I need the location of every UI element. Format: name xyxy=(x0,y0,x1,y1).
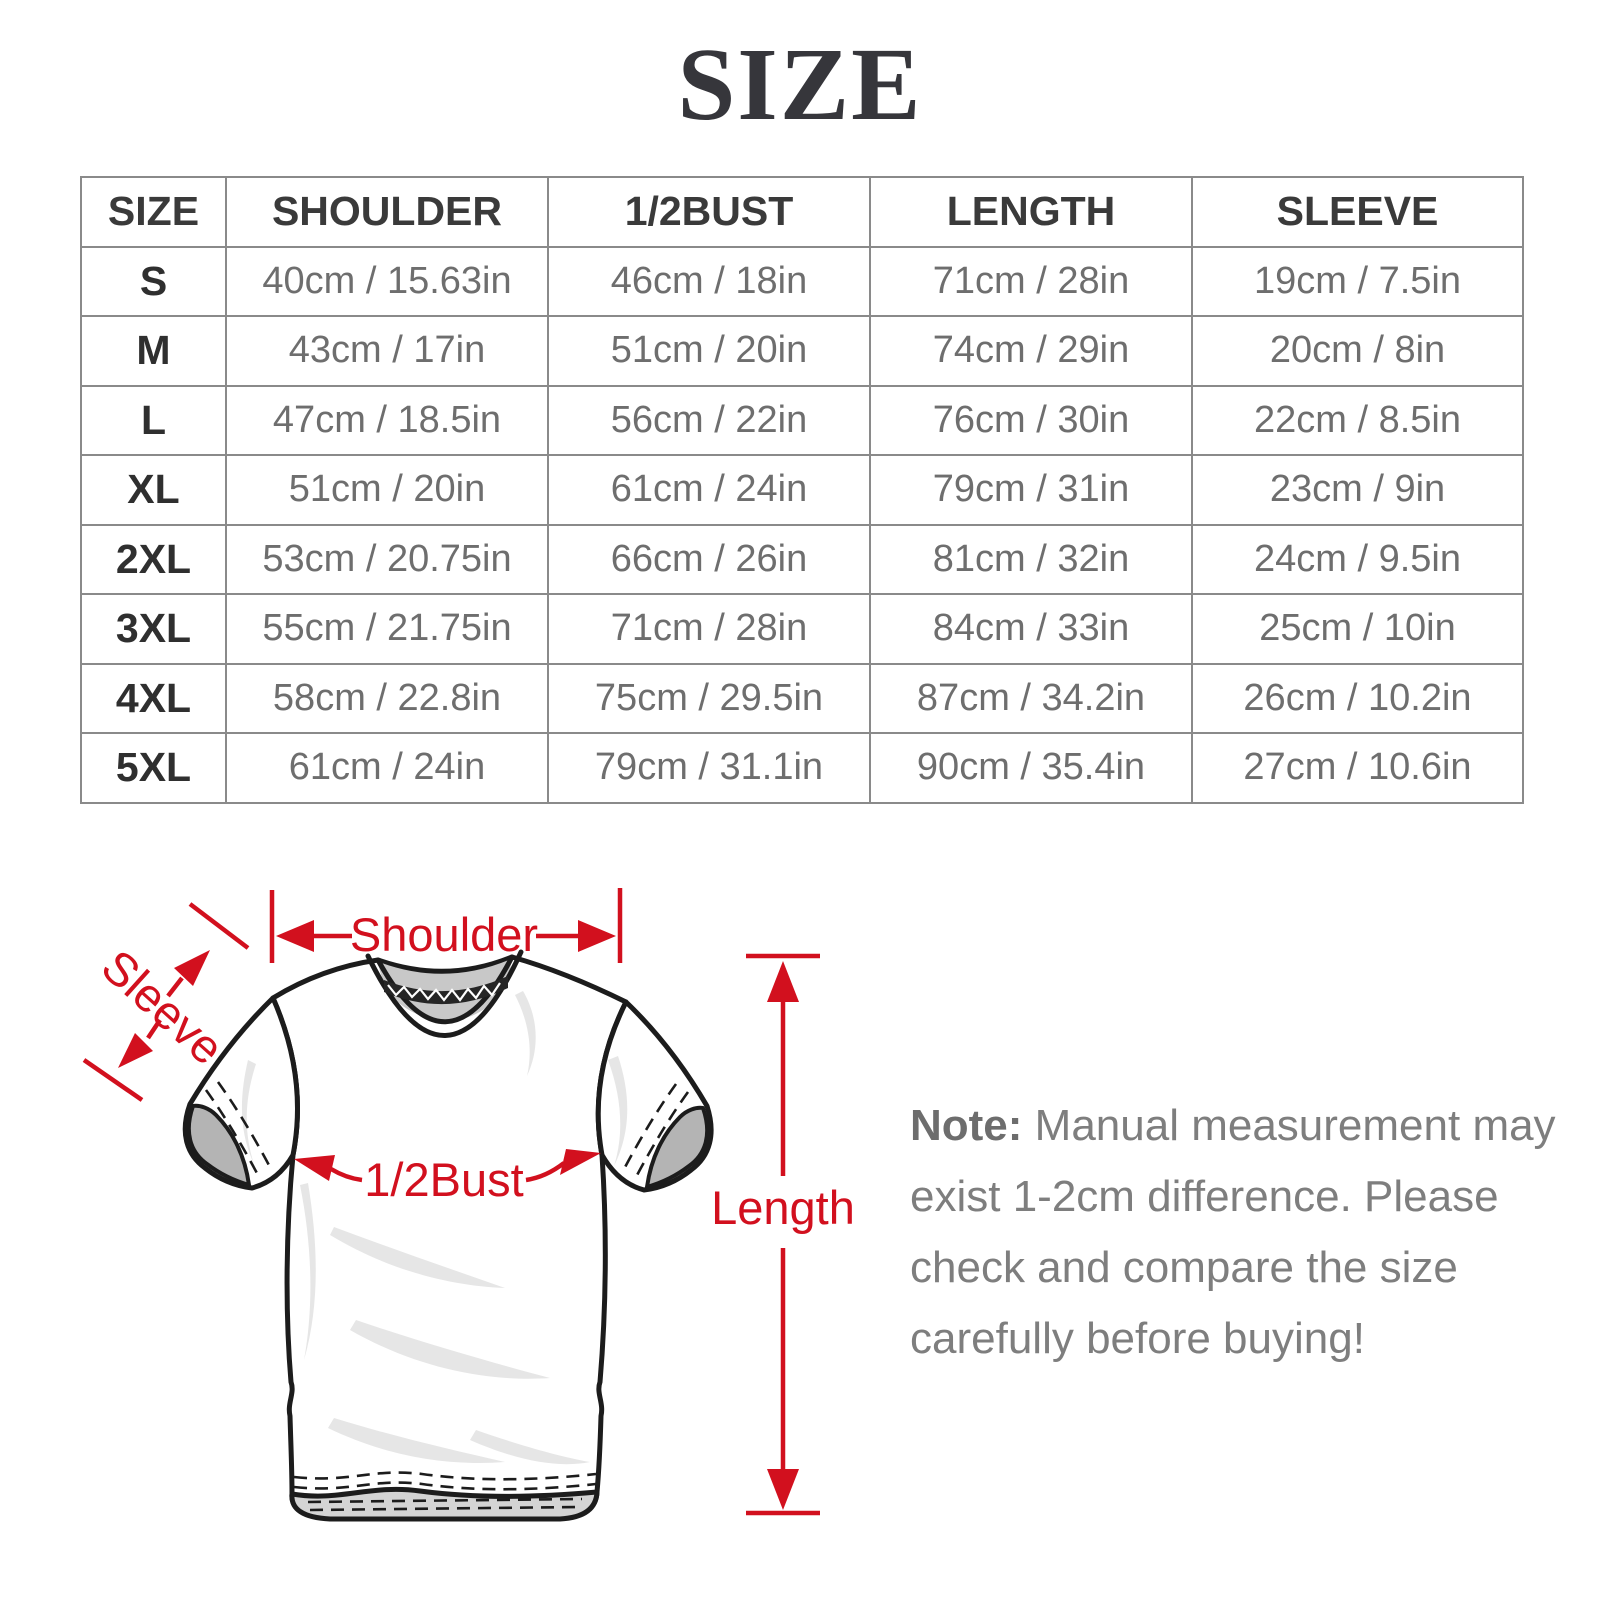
measurement-cell: 81cm / 32in xyxy=(869,523,1193,595)
table-row-l: L 47cm / 18.5in 56cm / 22in 76cm / 30in … xyxy=(80,384,1524,456)
measurement-cell: 46cm / 18in xyxy=(547,245,871,317)
size-label-cell: XL xyxy=(80,454,227,526)
measurement-cell: 51cm / 20in xyxy=(225,454,549,526)
column-header-bust: 1/2BUST xyxy=(547,176,871,248)
measurement-cell: 23cm / 9in xyxy=(1191,454,1524,526)
note-line: exist 1-2cm difference. Please xyxy=(910,1172,1499,1221)
measurement-cell: 53cm / 20.75in xyxy=(225,523,549,595)
table-header-row: SIZE SHOULDER 1/2BUST LENGTH SLEEVE xyxy=(80,176,1524,248)
measurement-cell: 24cm / 9.5in xyxy=(1191,523,1524,595)
tshirt-body xyxy=(270,954,629,1521)
size-label-cell: 5XL xyxy=(80,732,227,804)
tshirt-diagram: Shoulder Sleeve 1/2Bust xyxy=(82,888,855,1522)
note-line: carefully before buying! xyxy=(910,1314,1365,1363)
hem xyxy=(289,1471,600,1522)
note-prefix: Note: xyxy=(910,1101,1023,1150)
column-header-length: LENGTH xyxy=(869,176,1193,248)
left-cuff-inside xyxy=(186,1103,251,1187)
size-label-cell: L xyxy=(80,384,227,456)
measurement-cell: 66cm / 26in xyxy=(547,523,871,595)
collar-zigzag-stitch xyxy=(387,982,501,1002)
page-title: SIZE xyxy=(677,27,923,142)
measurement-cell: 71cm / 28in xyxy=(869,245,1193,317)
measurement-cell: 75cm / 29.5in xyxy=(547,662,871,734)
length-label: Length xyxy=(711,1181,855,1234)
measurement-cell: 90cm / 35.4in xyxy=(869,732,1193,804)
measurement-cell: 40cm / 15.63in xyxy=(225,245,549,317)
measurement-cell: 71cm / 28in xyxy=(547,593,871,665)
shoulder-measure-arrow: Shoulder xyxy=(269,888,623,963)
table-row-4xl: 4XL 58cm / 22.8in 75cm / 29.5in 87cm / 3… xyxy=(80,662,1524,734)
measurement-cell: 20cm / 8in xyxy=(1191,315,1524,387)
measurement-cell: 27cm / 10.6in xyxy=(1191,732,1524,804)
size-label-cell: S xyxy=(80,245,227,317)
column-header-shoulder: SHOULDER xyxy=(225,176,549,248)
measurement-cell: 51cm / 20in xyxy=(547,315,871,387)
tshirt-illustration xyxy=(182,949,714,1522)
measurement-cell: 43cm / 17in xyxy=(225,315,549,387)
measurement-cell: 76cm / 30in xyxy=(869,384,1193,456)
note-line: check and compare the size xyxy=(910,1243,1458,1292)
note-line: Note: Manual measurement may xyxy=(910,1101,1556,1150)
length-measure-arrow: Length xyxy=(711,953,855,1516)
measurement-cell: 61cm / 24in xyxy=(547,454,871,526)
bust-measure-arrow: 1/2Bust xyxy=(294,1149,601,1206)
measurement-cell: 61cm / 24in xyxy=(225,732,549,804)
left-cuff xyxy=(186,1081,273,1187)
measurement-cell: 56cm / 22in xyxy=(547,384,871,456)
collar xyxy=(365,949,524,1038)
column-header-sleeve: SLEEVE xyxy=(1191,176,1524,248)
measurement-cell: 79cm / 31.1in xyxy=(547,732,871,804)
sleeve-label: Sleeve xyxy=(92,939,234,1075)
measurement-note: Note: Manual measurement may exist 1-2cm… xyxy=(910,1090,1560,1374)
measurement-cell: 47cm / 18.5in xyxy=(225,384,549,456)
table-row-2xl: 2XL 53cm / 20.75in 66cm / 26in 81cm / 32… xyxy=(80,523,1524,595)
table-row-5xl: 5XL 61cm / 24in 79cm / 31.1in 90cm / 35.… xyxy=(80,732,1524,804)
fabric-wrinkles xyxy=(241,991,628,1465)
table-row-s: S 40cm / 15.63in 46cm / 18in 71cm / 28in… xyxy=(80,245,1524,317)
shoulder-label: Shoulder xyxy=(350,908,538,961)
table-row-3xl: 3XL 55cm / 21.75in 71cm / 28in 84cm / 33… xyxy=(80,593,1524,665)
measurement-cell: 79cm / 31in xyxy=(869,454,1193,526)
right-cuff-inside xyxy=(645,1105,710,1189)
measurement-cell: 87cm / 34.2in xyxy=(869,662,1193,734)
measurement-cell: 55cm / 21.75in xyxy=(225,593,549,665)
measurement-cell: 58cm / 22.8in xyxy=(225,662,549,734)
measurement-cell: 84cm / 33in xyxy=(869,593,1193,665)
table-row-xl: XL 51cm / 20in 61cm / 24in 79cm / 31in 2… xyxy=(80,454,1524,526)
size-label-cell: 3XL xyxy=(80,593,227,665)
measurement-cell: 19cm / 7.5in xyxy=(1191,245,1524,317)
size-table: SIZE SHOULDER 1/2BUST LENGTH SLEEVE S 40… xyxy=(80,176,1524,804)
bust-label: 1/2Bust xyxy=(364,1153,523,1206)
size-label-cell: 4XL xyxy=(80,662,227,734)
size-label-cell: 2XL xyxy=(80,523,227,595)
right-cuff xyxy=(621,1083,710,1189)
column-header-size: SIZE xyxy=(80,176,227,248)
measurement-cell: 26cm / 10.2in xyxy=(1191,662,1524,734)
measurement-cell: 25cm / 10in xyxy=(1191,593,1524,665)
size-label-cell: M xyxy=(80,315,227,387)
measurement-cell: 22cm / 8.5in xyxy=(1191,384,1524,456)
measurement-cell: 74cm / 29in xyxy=(869,315,1193,387)
table-row-m: M 43cm / 17in 51cm / 20in 74cm / 29in 20… xyxy=(80,315,1524,387)
